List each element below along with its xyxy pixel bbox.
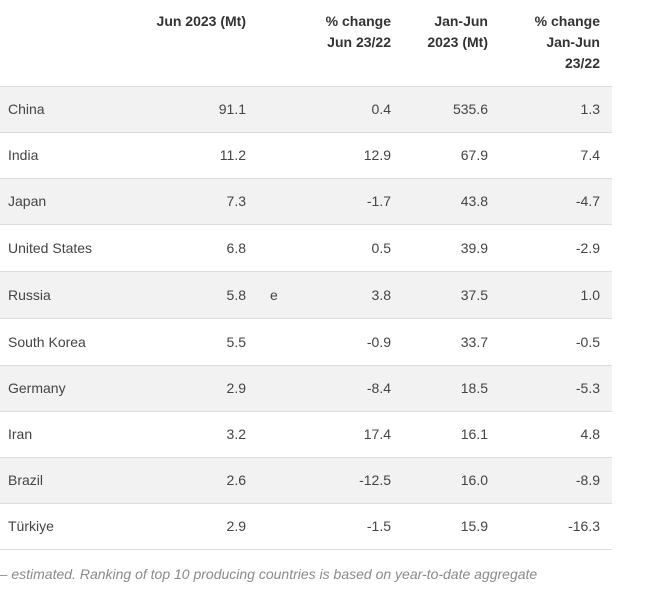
- table-row: Iran 3.2 17.4 16.1 4.8: [0, 412, 612, 458]
- change-jan-jun-cell: -4.7: [575, 193, 600, 209]
- change-jun-cell: -1.7: [366, 193, 391, 209]
- header-ytdchg-line-2: Jan-Jun: [546, 34, 600, 50]
- jan-jun-2023-cell: 43.8: [460, 193, 488, 209]
- header-change-jun: % change Jun 23/22: [326, 11, 391, 53]
- change-jan-jun-cell: 7.4: [580, 147, 600, 163]
- header-ytdchg-line-1: % change: [534, 13, 600, 29]
- change-jun-cell: 0.5: [371, 240, 391, 256]
- change-jun-cell: -0.9: [366, 334, 391, 350]
- table-row: United States 6.8 0.5 39.9 -2.9: [0, 225, 612, 272]
- change-jan-jun-cell: -8.9: [575, 472, 600, 488]
- jan-jun-2023-cell: 18.5: [460, 380, 488, 396]
- header-ytd-line-1: Jan-Jun: [434, 13, 488, 29]
- jan-jun-2023-cell: 37.5: [460, 287, 488, 303]
- header-chg-line-2: Jun 23/22: [327, 34, 391, 50]
- jan-jun-2023-cell: 16.0: [460, 472, 488, 488]
- country-cell: Brazil: [8, 472, 44, 488]
- change-jun-cell: 12.9: [363, 147, 391, 163]
- jun-2023-cell: 2.9: [226, 380, 246, 396]
- table-row: India 11.2 12.9 67.9 7.4: [0, 133, 612, 179]
- country-cell: Germany: [8, 380, 66, 396]
- table-row: Japan 7.3 -1.7 43.8 -4.7: [0, 179, 612, 225]
- change-jan-jun-cell: -16.3: [568, 518, 600, 534]
- country-cell: Türkiye: [8, 518, 54, 534]
- change-jan-jun-cell: 4.8: [580, 426, 600, 442]
- jun-2023-cell: 2.6: [226, 472, 246, 488]
- country-cell: United States: [8, 240, 93, 256]
- country-cell: Iran: [8, 426, 33, 442]
- table-row: China 91.1 0.4 535.6 1.3: [0, 86, 612, 133]
- table-body: China 91.1 0.4 535.6 1.3 India 11.2 12.9 67.9 7.4…: [0, 86, 612, 550]
- table-footnote: e – estimated. Ranking of top 10 produci…: [0, 566, 538, 582]
- jan-jun-2023-cell: 39.9: [460, 240, 488, 256]
- jan-jun-2023-cell: 67.9: [460, 147, 488, 163]
- jan-jun-2023-cell: 16.1: [460, 426, 488, 442]
- table-row: South Korea 5.5 -0.9 33.7 -0.5: [0, 319, 612, 366]
- header-chg-line-1: % change: [325, 13, 391, 29]
- header-ytd-line-2: 2023 (Mt): [427, 34, 488, 50]
- country-cell: Japan: [8, 193, 47, 209]
- jun-2023-cell: 5.8: [226, 287, 246, 303]
- jan-jun-2023-cell: 33.7: [460, 334, 488, 350]
- header-change-jan-jun: % change Jan-Jun 23/22: [535, 11, 600, 74]
- change-jan-jun-cell: 1.0: [580, 287, 600, 303]
- jun-2023-cell: 2.9: [226, 518, 246, 534]
- table-row: Türkiye 2.9 -1.5 15.9 -16.3: [0, 504, 612, 550]
- country-cell: India: [8, 147, 39, 163]
- header-jun-2023: Jun 2023 (Mt): [157, 11, 246, 32]
- table-row: Germany 2.9 -8.4 18.5 -5.3: [0, 366, 612, 412]
- table-row: Russia 5.8 e 3.8 37.5 1.0: [0, 272, 612, 319]
- header-jan-jun-2023: Jan-Jun 2023 (Mt): [427, 11, 488, 53]
- jun-2023-cell: 91.1: [218, 101, 246, 117]
- jun-2023-cell: 7.3: [226, 193, 246, 209]
- jun-2023-cell: 3.2: [226, 426, 246, 442]
- jan-jun-2023-cell: 15.9: [460, 518, 488, 534]
- change-jan-jun-cell: -2.9: [575, 240, 600, 256]
- table-row: Brazil 2.6 -12.5 16.0 -8.9: [0, 458, 612, 504]
- change-jan-jun-cell: -5.3: [575, 380, 600, 396]
- country-cell: Russia: [8, 287, 51, 303]
- jun-2023-cell: 5.5: [226, 334, 246, 350]
- change-jan-jun-cell: -0.5: [575, 334, 600, 350]
- change-jun-cell: 0.4: [371, 101, 391, 117]
- jun-2023-cell: 6.8: [226, 240, 246, 256]
- table-header: Jun 2023 (Mt) % change Jun 23/22 Jan-Jun…: [0, 0, 612, 86]
- change-jun-cell: -1.5: [366, 518, 391, 534]
- change-jan-jun-cell: 1.3: [580, 101, 600, 117]
- country-cell: China: [8, 101, 45, 117]
- header-ytdchg-line-3: 23/22: [564, 55, 600, 71]
- change-jun-cell: -12.5: [359, 472, 391, 488]
- production-table: Jun 2023 (Mt) % change Jun 23/22 Jan-Jun…: [0, 0, 612, 550]
- jan-jun-2023-cell: 535.6: [452, 101, 488, 117]
- change-jun-cell: 3.8: [371, 287, 391, 303]
- change-jun-cell: 17.4: [363, 426, 391, 442]
- estimate-flag: e: [270, 287, 278, 303]
- change-jun-cell: -8.4: [366, 380, 391, 396]
- country-cell: South Korea: [8, 334, 86, 350]
- header-jun-line-1: Jun 2023 (Mt): [156, 13, 246, 29]
- jun-2023-cell: 11.2: [219, 147, 246, 163]
